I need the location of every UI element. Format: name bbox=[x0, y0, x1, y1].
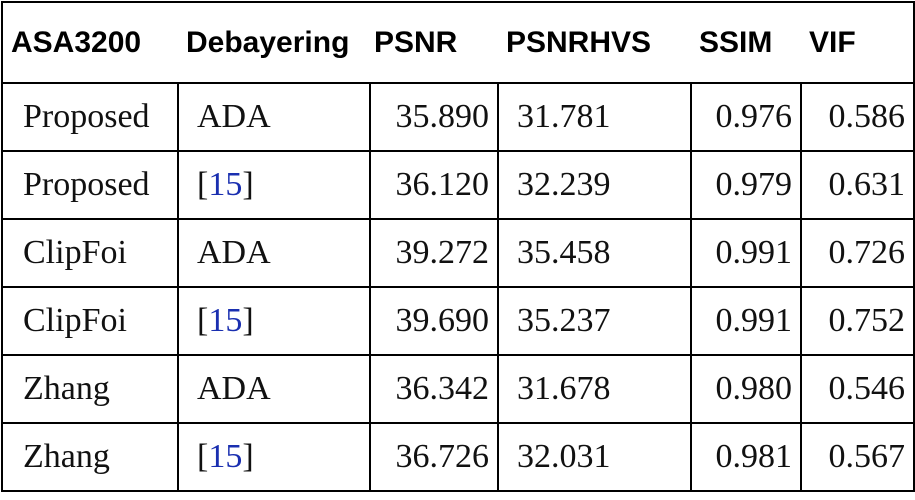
cell-text: ClipFoi bbox=[23, 302, 127, 339]
cell-text: Proposed bbox=[23, 98, 150, 135]
header-text: PSNRHVS bbox=[506, 25, 652, 59]
header-text: Debayering bbox=[186, 25, 350, 59]
cell-text: Zhang bbox=[23, 370, 110, 407]
citation-link: 15 bbox=[208, 166, 243, 203]
table-cell: [15] bbox=[177, 150, 371, 220]
table-cell: ClipFoi bbox=[1, 286, 179, 356]
cell-text: 0.991 bbox=[715, 302, 793, 339]
header-row: ASA3200 Debayering PSNR PSNRHVS SSIM VIF bbox=[1, 1, 915, 84]
table-cell: 0.979 bbox=[690, 150, 802, 220]
table-cell: 0.991 bbox=[690, 286, 802, 356]
table-cell: 0.980 bbox=[690, 354, 802, 424]
cell-text: 0.981 bbox=[715, 438, 793, 475]
cell-text: 0.586 bbox=[828, 98, 906, 135]
table-cell: 32.031 bbox=[497, 422, 692, 492]
header-text: SSIM bbox=[699, 25, 773, 59]
table-cell: 0.586 bbox=[800, 82, 915, 152]
header-cell: PSNR bbox=[370, 1, 498, 84]
table-cell: 0.631 bbox=[800, 150, 915, 220]
cell-text: 36.120 bbox=[395, 166, 490, 203]
cell-text: 35.458 bbox=[517, 234, 611, 271]
table-cell: 36.120 bbox=[369, 150, 499, 220]
table-cell: 39.690 bbox=[369, 286, 499, 356]
table-row: Proposed [15] 36.120 32.239 0.979 0.631 bbox=[1, 150, 915, 220]
table-cell: 31.781 bbox=[497, 82, 692, 152]
cell-text: [15] bbox=[197, 302, 254, 339]
cell-text: [15] bbox=[197, 438, 254, 475]
table-body: Proposed ADA 35.890 31.781 0.976 0.586 Propose… bbox=[1, 82, 915, 492]
table-cell: ADA bbox=[177, 354, 371, 424]
header-cell: VIF bbox=[801, 1, 915, 84]
header-cell: PSNRHVS bbox=[498, 1, 691, 84]
cell-text: 31.678 bbox=[517, 370, 611, 407]
table-row: Zhang [15] 36.726 32.031 0.981 0.567 bbox=[1, 422, 915, 492]
header-text: VIF bbox=[809, 25, 856, 59]
table-cell: 0.752 bbox=[800, 286, 915, 356]
table-cell: ADA bbox=[177, 218, 371, 288]
cell-text: 0.631 bbox=[828, 166, 906, 203]
table-cell: Zhang bbox=[1, 422, 179, 492]
table-cell: ClipFoi bbox=[1, 218, 179, 288]
cell-text: 0.991 bbox=[715, 234, 793, 271]
table-cell: 0.726 bbox=[800, 218, 915, 288]
table-cell: ADA bbox=[177, 82, 371, 152]
table-row: ClipFoi [15] 39.690 35.237 0.991 0.752 bbox=[1, 286, 915, 356]
cell-text: 32.239 bbox=[517, 166, 611, 203]
cell-text: [15] bbox=[197, 166, 254, 203]
cell-text: ADA bbox=[197, 234, 271, 271]
citation-link: 15 bbox=[208, 438, 243, 475]
cell-text: 0.979 bbox=[715, 166, 793, 203]
table-row: ClipFoi ADA 39.272 35.458 0.991 0.726 bbox=[1, 218, 915, 288]
table-cell: Proposed bbox=[1, 82, 179, 152]
table-cell: [15] bbox=[177, 286, 371, 356]
cell-text: 36.726 bbox=[395, 438, 490, 475]
cell-text: 0.726 bbox=[828, 234, 906, 271]
table-cell: 0.991 bbox=[690, 218, 802, 288]
header-text: PSNR bbox=[374, 25, 458, 59]
table-cell: 35.890 bbox=[369, 82, 499, 152]
cell-text: Proposed bbox=[23, 166, 150, 203]
cell-text: 36.342 bbox=[395, 370, 490, 407]
cell-text: 39.272 bbox=[395, 234, 490, 271]
table-cell: 0.546 bbox=[800, 354, 915, 424]
cell-text: ADA bbox=[197, 370, 271, 407]
table-row: Zhang ADA 36.342 31.678 0.980 0.546 bbox=[1, 354, 915, 424]
cell-text: 0.976 bbox=[715, 98, 793, 135]
header-text: ASA3200 bbox=[11, 25, 142, 59]
cell-text: 0.752 bbox=[828, 302, 906, 339]
header-cell: ASA3200 bbox=[1, 1, 178, 84]
cell-text: 32.031 bbox=[517, 438, 611, 475]
table-cell: [15] bbox=[177, 422, 371, 492]
cell-text: 35.890 bbox=[395, 98, 490, 135]
table-cell: 35.458 bbox=[497, 218, 692, 288]
cell-text: ClipFoi bbox=[23, 234, 127, 271]
table-cell: 32.239 bbox=[497, 150, 692, 220]
cell-text: ADA bbox=[197, 98, 271, 135]
table-cell: 39.272 bbox=[369, 218, 499, 288]
cell-text: 35.237 bbox=[517, 302, 611, 339]
table-cell: 36.342 bbox=[369, 354, 499, 424]
table-cell: 0.976 bbox=[690, 82, 802, 152]
cell-text: Zhang bbox=[23, 438, 110, 475]
cell-text: 0.546 bbox=[828, 370, 906, 407]
header-cell: SSIM bbox=[691, 1, 801, 84]
table-cell: Zhang bbox=[1, 354, 179, 424]
table-cell: 31.678 bbox=[497, 354, 692, 424]
cell-text: 31.781 bbox=[517, 98, 611, 135]
table-cell: 0.981 bbox=[690, 422, 802, 492]
table-cell: 35.237 bbox=[497, 286, 692, 356]
table-cell: 0.567 bbox=[800, 422, 915, 492]
cell-text: 0.980 bbox=[715, 370, 793, 407]
cell-text: 0.567 bbox=[828, 438, 906, 475]
header-cell: Debayering bbox=[178, 1, 370, 84]
citation-link: 15 bbox=[208, 302, 243, 339]
table-row: Proposed ADA 35.890 31.781 0.976 0.586 bbox=[1, 82, 915, 152]
table-cell: Proposed bbox=[1, 150, 179, 220]
table-cell: 36.726 bbox=[369, 422, 499, 492]
cell-text: 39.690 bbox=[395, 302, 490, 339]
